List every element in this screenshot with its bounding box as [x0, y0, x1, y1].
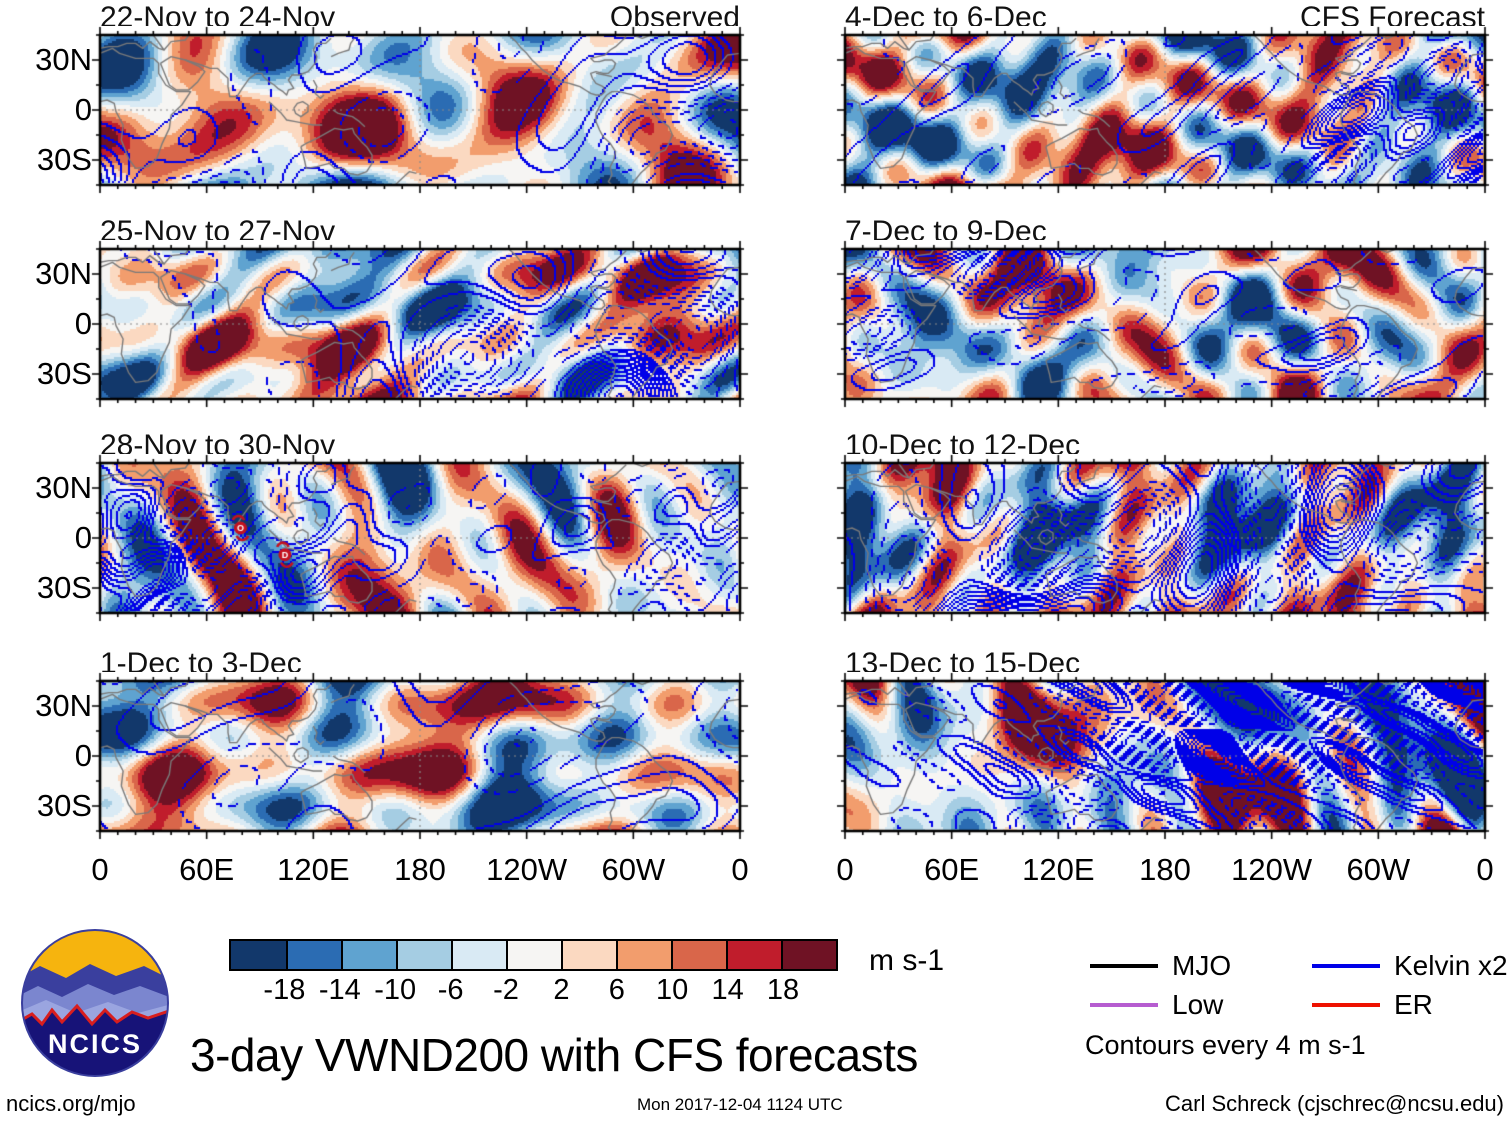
map-canvas: [836, 26, 1494, 194]
logo-ring: [21, 929, 169, 1077]
x-axis-label: 180: [394, 852, 446, 887]
colorbar-segment: [560, 941, 616, 969]
colorbar-tick-label: 2: [553, 974, 570, 1006]
footer-timestamp: Mon 2017-12-04 1124 UTC: [637, 1095, 843, 1114]
contours-note: Contours every 4 m s-1: [1085, 1030, 1366, 1060]
map-canvas: [836, 454, 1494, 622]
x-axis-label: 60E: [179, 852, 235, 887]
colorbar-segment: [231, 941, 286, 969]
x-axis-label: 0: [1476, 852, 1494, 887]
logo-text: NCICS: [48, 1029, 142, 1059]
y-axis-label: 0: [74, 306, 92, 341]
map-canvas: [836, 672, 1494, 840]
logo-base: [22, 1006, 168, 1076]
legend-label: MJO: [1172, 950, 1232, 981]
y-axis-label: 30N: [35, 42, 92, 77]
legend-line: [1312, 964, 1380, 968]
colorbar-segment: [395, 941, 451, 969]
colorbar-segment: [615, 941, 671, 969]
y-axis-label: 30S: [36, 142, 92, 177]
map-canvas: [91, 26, 749, 194]
y-axis-label: 30N: [35, 256, 92, 291]
map-canvas: [91, 454, 749, 622]
colorbar-tick-label: 14: [711, 974, 744, 1006]
y-axis-label: 0: [74, 738, 92, 773]
x-axis-label: 0: [836, 852, 854, 887]
colorbar-segment: [285, 941, 341, 969]
legend-label: Kelvin x2: [1394, 950, 1508, 981]
colorbar-segment: [340, 941, 396, 969]
colorbar-tick-label: 6: [608, 974, 625, 1006]
x-axis-label: 60W: [1346, 852, 1411, 887]
y-axis-label: 30N: [35, 688, 92, 723]
colorbar-tick-label: -2: [493, 974, 519, 1006]
footer-credit: Carl Schreck (cjschrec@ncsu.edu): [1165, 1091, 1504, 1116]
logo-red-ridgeline: [22, 1003, 168, 1027]
figure-title: 3-day VWND200 with CFS forecasts: [190, 1029, 918, 1081]
colorbar-tick-label: 18: [766, 974, 800, 1006]
map-canvas: [91, 240, 749, 408]
x-axis-label: 120W: [1231, 852, 1313, 887]
colorbar-tick-label: -6: [437, 974, 464, 1006]
y-axis-label: 30S: [36, 570, 92, 605]
y-axis-label: 0: [74, 92, 92, 127]
y-axis-label: 30N: [35, 470, 92, 505]
y-axis-label: 30S: [36, 356, 92, 391]
x-axis-label: 0: [731, 852, 749, 887]
legend-label: ER: [1394, 989, 1433, 1020]
x-axis-label: 0: [91, 852, 109, 887]
x-axis-label: 180: [1139, 852, 1191, 887]
map-canvas: [836, 240, 1494, 408]
legend-line: [1090, 964, 1158, 968]
colorbar-tick-label: 10: [656, 974, 689, 1006]
colorbar-tick-label: -10: [374, 974, 417, 1006]
footer-url: ncics.org/mjo: [6, 1091, 136, 1116]
colorbar: [229, 939, 838, 971]
y-axis-label: 0: [74, 520, 92, 555]
y-axis-label: 30S: [36, 788, 92, 823]
x-axis-label: 120E: [1022, 852, 1095, 887]
colorbar-segment: [450, 941, 506, 969]
legend-line: [1090, 1003, 1158, 1007]
colorbar-segment: [725, 941, 781, 969]
x-axis-label: 120W: [486, 852, 568, 887]
colorbar-units: m s-1: [869, 944, 944, 977]
legend-label: Low: [1172, 989, 1224, 1020]
x-axis-label: 120E: [277, 852, 350, 887]
x-axis-label: 60E: [924, 852, 980, 887]
colorbar-segment: [505, 941, 561, 969]
colorbar-segment: [780, 941, 836, 969]
colorbar-tick-label: -18: [263, 974, 306, 1006]
legend-line: [1312, 1003, 1380, 1007]
x-axis-label: 60W: [601, 852, 666, 887]
map-canvas: [91, 672, 749, 840]
colorbar-tick-label: -14: [318, 974, 361, 1006]
ncics-logo: NCICS: [21, 929, 169, 1077]
colorbar-segment: [670, 941, 726, 969]
